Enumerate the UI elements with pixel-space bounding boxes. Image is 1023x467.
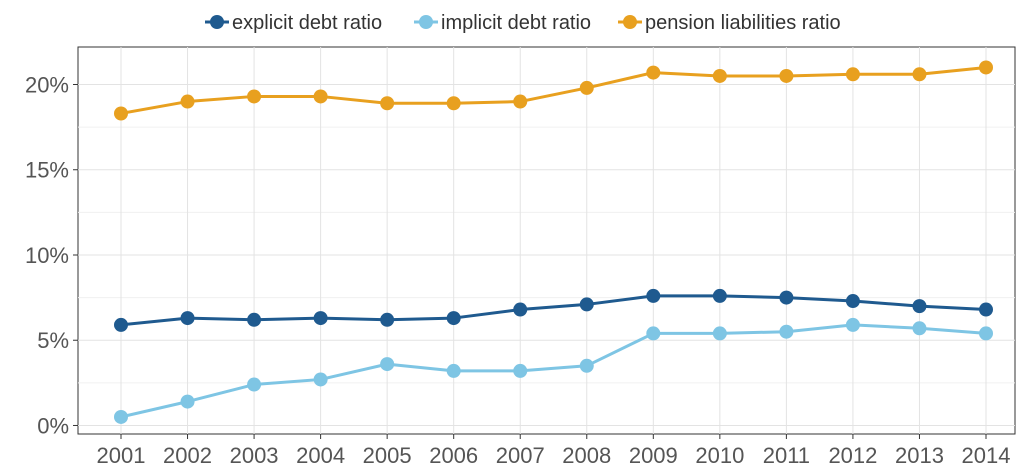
data-point-implicit-debt-ratio — [313, 372, 328, 387]
x-tick-label: 2010 — [695, 443, 744, 467]
data-point-explicit-debt-ratio — [712, 288, 727, 303]
legend-item-implicit: implicit debt ratio — [414, 12, 591, 34]
series-line-explicit-debt-ratio — [120, 294, 987, 327]
data-point-explicit-debt-ratio — [513, 302, 528, 317]
data-point-pension-liabilities-ratio — [845, 67, 860, 82]
series-pension-liabilities-ratio — [114, 60, 993, 121]
data-point-implicit-debt-ratio — [712, 326, 727, 341]
x-tick-label: 2007 — [496, 443, 545, 467]
y-tick-label: 15% — [25, 158, 69, 183]
data-point-explicit-debt-ratio — [380, 312, 395, 327]
data-point-explicit-debt-ratio — [912, 299, 927, 314]
x-tick-label: 2013 — [895, 443, 944, 467]
data-point-implicit-debt-ratio — [380, 357, 395, 372]
data-point-pension-liabilities-ratio — [646, 65, 661, 80]
data-point-explicit-debt-ratio — [446, 311, 461, 326]
data-point-explicit-debt-ratio — [114, 317, 128, 332]
legend-label-pension: pension liabilities ratio — [645, 12, 841, 34]
x-tick-label: 2014 — [962, 443, 1011, 467]
x-tick-label: 2009 — [629, 443, 678, 467]
legend-item-pension: pension liabilities ratio — [618, 12, 841, 34]
data-point-explicit-debt-ratio — [313, 311, 328, 326]
data-point-implicit-debt-ratio — [912, 321, 927, 336]
data-point-pension-liabilities-ratio — [979, 60, 993, 75]
x-tick-label: 2001 — [97, 443, 146, 467]
data-point-pension-liabilities-ratio — [912, 67, 927, 82]
x-tick-label: 2011 — [763, 443, 810, 467]
data-point-explicit-debt-ratio — [579, 297, 594, 312]
legend-marker-pension — [623, 15, 637, 29]
y-tick-label: 5% — [37, 328, 69, 353]
legend-marker-explicit — [210, 15, 224, 29]
data-point-implicit-debt-ratio — [114, 409, 128, 424]
data-point-pension-liabilities-ratio — [180, 94, 195, 109]
data-point-explicit-debt-ratio — [779, 290, 794, 305]
x-tick-label: 2005 — [363, 443, 412, 467]
series-explicit-debt-ratio — [114, 288, 993, 332]
axes: 0% 5% 10% 15% 20% 2001 2002 2003 2004 2005 2006 200… — [25, 73, 1011, 467]
grid — [78, 47, 1015, 434]
data-point-explicit-debt-ratio — [979, 302, 993, 317]
series-implicit-debt-ratio — [114, 317, 993, 424]
x-tick-label: 2003 — [230, 443, 279, 467]
data-point-implicit-debt-ratio — [513, 363, 528, 378]
data-point-implicit-debt-ratio — [646, 326, 661, 341]
data-point-implicit-debt-ratio — [180, 394, 195, 409]
legend-marker-implicit — [419, 15, 433, 29]
data-point-pension-liabilities-ratio — [446, 96, 461, 111]
data-point-pension-liabilities-ratio — [513, 94, 528, 109]
data-point-pension-liabilities-ratio — [247, 89, 262, 104]
x-tick-label: 2006 — [429, 443, 478, 467]
data-point-pension-liabilities-ratio — [579, 80, 594, 95]
data-point-implicit-debt-ratio — [779, 324, 794, 339]
data-point-explicit-debt-ratio — [646, 288, 661, 303]
y-tick-label: 0% — [37, 413, 69, 438]
data-point-implicit-debt-ratio — [247, 377, 262, 392]
data-point-pension-liabilities-ratio — [114, 106, 128, 121]
x-tick-label: 2004 — [296, 443, 345, 467]
data-point-pension-liabilities-ratio — [313, 89, 328, 104]
x-tick-label: 2002 — [163, 443, 212, 467]
data-point-implicit-debt-ratio — [845, 317, 860, 332]
legend-label-implicit: implicit debt ratio — [441, 12, 591, 34]
legend-label-explicit: explicit debt ratio — [232, 12, 382, 34]
legend-item-explicit: explicit debt ratio — [205, 12, 382, 34]
data-point-explicit-debt-ratio — [247, 312, 262, 327]
plot-panel — [77, 46, 1016, 435]
data-point-implicit-debt-ratio — [579, 358, 594, 373]
data-point-pension-liabilities-ratio — [380, 96, 395, 111]
series — [114, 60, 993, 424]
y-tick-label: 10% — [25, 243, 69, 268]
series-line-implicit-debt-ratio — [120, 323, 987, 419]
x-tick-label: 2008 — [562, 443, 611, 467]
data-point-implicit-debt-ratio — [446, 363, 461, 378]
data-point-implicit-debt-ratio — [979, 326, 993, 341]
series-line-pension-liabilities-ratio — [120, 65, 987, 115]
legend: explicit debt ratio implicit debt ratio … — [205, 12, 841, 34]
x-tick-label: 2012 — [828, 443, 877, 467]
data-point-explicit-debt-ratio — [845, 294, 860, 309]
y-tick-label: 20% — [25, 73, 69, 98]
data-point-pension-liabilities-ratio — [712, 68, 727, 83]
data-point-pension-liabilities-ratio — [779, 68, 794, 83]
data-point-explicit-debt-ratio — [180, 311, 195, 326]
